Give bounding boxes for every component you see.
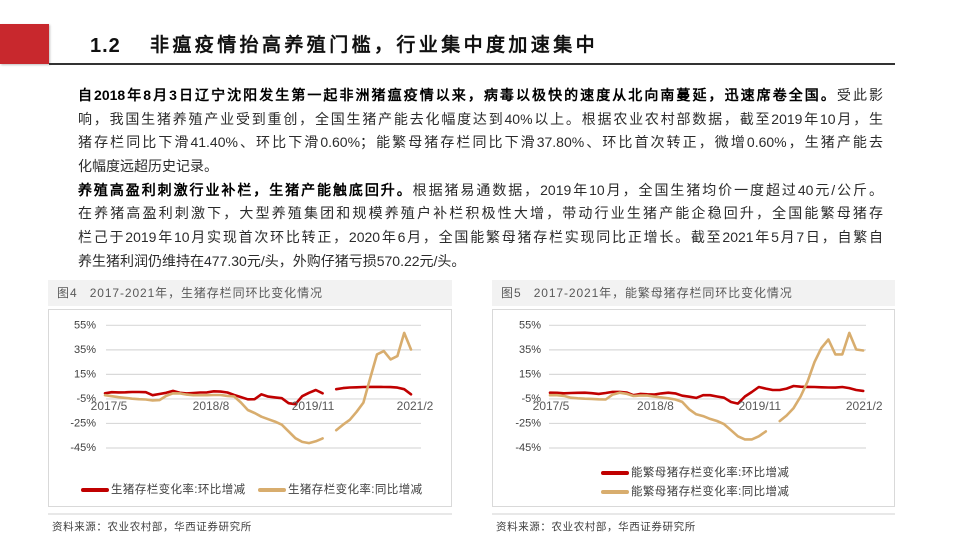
legend-label: 生猪存栏变化率:环比增减 <box>111 484 246 496</box>
paragraph-1-line-2: 响，我国生猪养殖产业受到重创，全国生猪产能去化幅度达到40%以上。根据农业农村部… <box>78 108 883 132</box>
y-tick-label: 15% <box>519 368 541 380</box>
y-tick-label: 55% <box>74 319 96 331</box>
y-tick-label: 15% <box>74 368 96 380</box>
figure-5-source: 资料来源：农业农村部，华西证券研究所 <box>496 521 696 533</box>
legend-swatch-gold <box>601 490 629 494</box>
figure-4-chart: 55% 35% 15% -5% -25% -45% 2017/5 2018/8 2019/11 2… <box>48 309 452 507</box>
legend-swatch-red <box>81 488 109 492</box>
y-tick-label: 35% <box>74 344 96 356</box>
figure-4-source: 资料来源：农业农村部，华西证券研究所 <box>52 521 252 533</box>
x-tick-label: 2017/5 <box>533 399 570 413</box>
figure-5-divider <box>492 513 895 515</box>
paragraph-2-line-4: 养生猪利润仍维持在477.30元/头，外购仔猪亏损570.22元/头。 <box>78 250 883 274</box>
x-tick-label: 2018/8 <box>637 399 674 413</box>
x-tick-label: 2017/5 <box>91 399 128 413</box>
section-accent-block <box>0 24 49 64</box>
section-number: 1.2 <box>90 35 121 57</box>
series-line <box>548 384 865 405</box>
figure-4-number: 图4 <box>57 286 78 300</box>
series-line <box>103 388 324 406</box>
legend-label: 能繁母猪存栏变化率:环比增减 <box>631 467 790 479</box>
paragraph-2-heading: 养殖高盈利刺激行业补栏，生猪产能触底回升。 <box>78 181 413 198</box>
body-text: 自2018年8月3日辽宁沈阳发生第一起非洲猪瘟疫情以来，病毒以极快的速度从北向南… <box>78 84 883 274</box>
series-line <box>103 392 324 445</box>
legend-swatch-red <box>601 471 629 475</box>
paragraph-1-text: 猪存栏同比下滑41.40%、环比下滑0.60%；能繁母猪存栏同比下滑37.80%… <box>78 134 883 151</box>
figure-4-line-chart: 55% 35% 15% -5% -25% -45% 2017/5 2018/8 2019/11 2… <box>70 319 434 454</box>
legend-label: 能繁母猪存栏变化率:同比增减 <box>631 486 790 498</box>
figure-5-chart: 55% 35% 15% -5% -25% -45% 2017/5 2018/8 2019/11 2… <box>492 309 895 507</box>
y-tick-label: -45% <box>70 442 96 454</box>
paragraph-2-text: 栏己于2019年10月实现首次环比转正，2020年6月，全国能繁母猪存栏实现同比… <box>78 229 883 246</box>
paragraph-2-text: 养生猪利润仍维持在477.30元/头，外购仔猪亏损570.22元/头。 <box>78 252 466 269</box>
paragraph-2-line-2: 在养猪高盈利刺激下，大型养殖集团和规模养殖户补栏积极性大增，带动行业生猪产能企稳… <box>78 202 883 226</box>
figure-4-caption-bar: 图4 2017-2021年，生猪存栏同环比变化情况 <box>48 280 452 306</box>
y-tick-label: -5% <box>521 393 541 405</box>
series-line <box>548 391 768 441</box>
paragraph-1-text: 化幅度远超历史记录。 <box>78 158 218 175</box>
x-tick-label: 2019/11 <box>739 399 782 413</box>
y-tick-label: -25% <box>70 417 96 429</box>
y-tick-label: -5% <box>76 393 96 405</box>
paragraph-2-text: 在养猪高盈利刺激下，大型养殖集团和规模养殖户补栏积极性大增，带动行业生猪产能企稳… <box>78 205 883 222</box>
figure-5-number: 图5 <box>501 286 522 300</box>
series-line <box>778 331 865 423</box>
figure-5-caption-bar: 图5 2017-2021年，能繁母猪存栏同环比变化情况 <box>492 280 895 306</box>
figure-4-title: 2017-2021年，生猪存栏同环比变化情况 <box>89 286 323 300</box>
paragraph-1-line-4: 化幅度远超历史记录。 <box>78 155 883 179</box>
y-tick-label: -45% <box>515 442 541 454</box>
paragraph-1-line-3: 猪存栏同比下滑41.40%、环比下滑0.60%；能繁母猪存栏同比下滑37.80%… <box>78 131 883 155</box>
x-tick-label: 2021/2 <box>397 399 434 413</box>
legend-label: 生猪存栏变化率:同比增减 <box>288 484 423 496</box>
x-tick-label: 2019/11 <box>292 399 335 413</box>
x-tick-label: 2018/8 <box>193 399 230 413</box>
paragraph-2-line-3: 栏己于2019年10月实现首次环比转正，2020年6月，全国能繁母猪存栏实现同比… <box>78 226 883 250</box>
series-line <box>334 331 413 432</box>
x-tick-label: 2021/2 <box>846 399 883 413</box>
y-tick-label: 55% <box>519 319 541 331</box>
paragraph-1-line-1: 自2018年8月3日辽宁沈阳发生第一起非洲猪瘟疫情以来，病毒以极快的速度从北向南… <box>78 84 883 108</box>
title-underline <box>49 63 895 65</box>
series-line <box>334 385 413 396</box>
paragraph-2-line-1: 养殖高盈利刺激行业补栏，生猪产能触底回升。根据猪易通数据，2019年10月，全国… <box>78 179 883 203</box>
figure-5-title: 2017-2021年，能繁母猪存栏同环比变化情况 <box>533 286 793 300</box>
paragraph-2-text: 根据猪易通数据，2019年10月，全国生猪均价一度超过40元/公斤。 <box>412 181 883 198</box>
y-tick-label: -25% <box>515 417 541 429</box>
figure-4-divider <box>48 513 452 515</box>
paragraph-1-heading: 自2018年8月3日辽宁沈阳发生第一起非洲猪瘟疫情以来，病毒以极快的速度从北向南… <box>78 87 837 103</box>
paragraph-1-text: 响，我国生猪养殖产业受到重创，全国生猪产能去化幅度达到40%以上。根据农业农村部… <box>78 110 883 127</box>
legend-swatch-gold <box>258 488 286 492</box>
figure-5-line-chart: 55% 35% 15% -5% -25% -45% 2017/5 2018/8 2019/11 2… <box>515 319 883 454</box>
paragraph-1-text: 受此影 <box>836 87 883 103</box>
page-title: 非瘟疫情抬高养殖门槛，行业集中度加速集中 <box>150 35 599 56</box>
y-tick-label: 35% <box>519 344 541 356</box>
